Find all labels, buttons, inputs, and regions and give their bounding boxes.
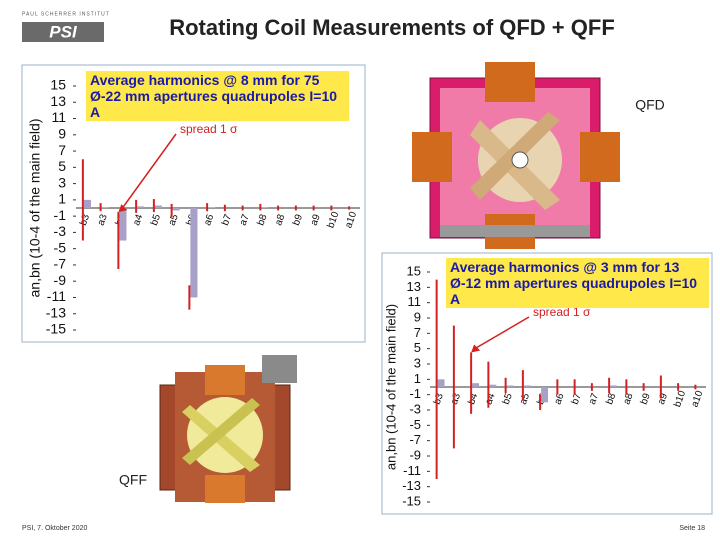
footer-left: PSI, 7. Oktober 2020 <box>22 525 87 532</box>
x-tick-label: a3 <box>96 213 110 228</box>
x-tick-label: b3 <box>78 213 92 228</box>
bar <box>119 208 127 241</box>
annotation-arrow <box>474 316 530 350</box>
bar <box>190 208 198 298</box>
y-tick-label: 5 <box>58 158 66 174</box>
x-tick-label: b9 <box>639 392 653 407</box>
y-tick-label: -9 <box>409 447 421 462</box>
y-axis-title: an,bn (10-4 of the main field) <box>383 304 398 470</box>
annotation: spread 1 σ <box>180 122 238 136</box>
x-tick-label: b7 <box>570 392 584 407</box>
y-tick-label: 13 <box>407 279 421 294</box>
x-tick-label: b8 <box>255 213 269 228</box>
annotation: spread 1 σ <box>533 305 591 319</box>
x-tick-label: b9 <box>291 213 305 228</box>
x-tick-label: a9 <box>656 392 670 407</box>
bar <box>610 385 618 387</box>
x-tick-label: a4 <box>131 213 145 228</box>
bar <box>523 385 531 387</box>
y-tick-label: -7 <box>54 256 67 272</box>
x-tick-label: b5 <box>149 213 163 228</box>
bar <box>101 207 109 208</box>
y-tick-label: 11 <box>408 294 422 309</box>
y-tick-label: -9 <box>54 272 67 288</box>
y-tick-label: -3 <box>409 401 421 416</box>
arrow-head <box>471 344 481 353</box>
x-tick-label: b5 <box>501 392 515 407</box>
bar <box>137 206 145 208</box>
x-tick-label: b4 <box>466 392 480 407</box>
logo-tagline: PAUL SCHERRER INSTITUT <box>22 11 110 17</box>
y-tick-label: 7 <box>414 325 421 340</box>
qfd-label: QFD <box>635 97 665 113</box>
x-tick-label: a7 <box>587 392 601 407</box>
y-tick-label: -5 <box>409 417 421 432</box>
bar <box>506 385 514 387</box>
x-tick-label: b3 <box>432 392 446 407</box>
x-tick-label: a3 <box>449 392 463 407</box>
x-tick-label: a6 <box>552 392 566 407</box>
x-tick-label: a8 <box>273 213 287 228</box>
x-tick-label: a8 <box>621 392 635 407</box>
y-tick-label: -13 <box>46 304 66 320</box>
y-tick-label: 3 <box>414 355 421 370</box>
y-tick-label: 7 <box>58 142 66 158</box>
chart-title: Average harmonics @ 3 mm for 13 Ø-12 mm … <box>446 258 709 308</box>
x-tick-label: b7 <box>220 213 234 228</box>
y-tick-label: -5 <box>54 239 67 255</box>
x-tick-label: a6 <box>202 213 216 228</box>
y-tick-label: -11 <box>47 288 66 304</box>
qff-photo <box>159 355 297 503</box>
bar <box>489 384 497 387</box>
bar <box>437 379 445 387</box>
x-tick-label: b8 <box>604 392 618 407</box>
x-tick-label: a5 <box>518 392 532 407</box>
y-tick-label: 9 <box>58 126 66 142</box>
y-tick-label: -7 <box>409 432 421 447</box>
y-tick-label: -13 <box>402 478 421 493</box>
bar <box>472 383 480 387</box>
y-tick-label: 11 <box>51 109 66 125</box>
y-tick-label: 9 <box>414 309 421 324</box>
bar <box>541 387 549 403</box>
x-tick-label: a4 <box>483 392 497 407</box>
y-axis-title: an,bn (10-4 of the main field) <box>27 119 43 298</box>
bar <box>208 207 216 208</box>
y-tick-label: -15 <box>46 321 66 337</box>
bar <box>261 207 269 208</box>
y-tick-label: 15 <box>407 263 421 278</box>
x-tick-label: a9 <box>309 213 323 228</box>
y-tick-label: 1 <box>58 191 66 207</box>
slide-title: Rotating Coil Measurements of QFD + QFF <box>169 15 615 40</box>
x-tick-label: a7 <box>238 213 252 228</box>
bar <box>154 205 162 208</box>
annotation-arrow <box>121 133 177 209</box>
logo: PSI <box>49 22 78 41</box>
bar <box>172 208 180 211</box>
chart-title: Average harmonics @ 8 mm for 75 Ø-22 mm … <box>86 71 349 121</box>
y-tick-label: -1 <box>409 386 421 401</box>
y-tick-label: 1 <box>414 371 421 386</box>
qff-label: QFF <box>119 472 147 488</box>
x-tick-label: a5 <box>167 213 181 228</box>
y-tick-label: -3 <box>54 223 67 239</box>
footer-right: Seite 18 <box>679 525 705 532</box>
y-tick-label: -1 <box>54 207 67 223</box>
qfd-photo <box>412 62 620 249</box>
logo-bg <box>22 22 104 42</box>
arrow-head <box>118 204 128 213</box>
bar <box>83 199 91 208</box>
y-tick-label: 15 <box>50 77 66 93</box>
y-tick-label: 13 <box>50 93 66 109</box>
y-tick-label: -11 <box>403 463 421 478</box>
y-tick-label: 3 <box>58 174 66 190</box>
y-tick-label: -15 <box>402 493 421 508</box>
y-tick-label: 5 <box>414 340 421 355</box>
